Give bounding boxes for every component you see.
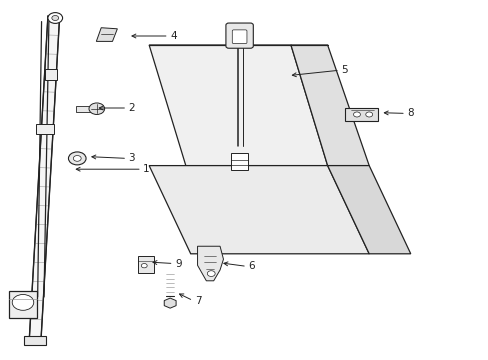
Text: 9: 9: [175, 258, 182, 269]
Circle shape: [141, 264, 147, 268]
Bar: [138, 256, 153, 273]
Text: 3: 3: [128, 153, 135, 163]
Text: 7: 7: [194, 296, 201, 306]
Polygon shape: [149, 166, 368, 254]
Circle shape: [68, 152, 86, 165]
Text: 1: 1: [143, 164, 150, 174]
Text: 5: 5: [341, 65, 347, 75]
Polygon shape: [327, 166, 410, 254]
Circle shape: [89, 103, 104, 114]
Polygon shape: [197, 246, 223, 281]
Bar: [230, 153, 248, 170]
Polygon shape: [96, 28, 117, 41]
FancyBboxPatch shape: [232, 30, 246, 44]
Bar: [344, 108, 377, 121]
Circle shape: [353, 112, 360, 117]
Text: 4: 4: [170, 31, 177, 41]
Circle shape: [48, 13, 62, 23]
Bar: [9, 291, 37, 318]
Circle shape: [365, 112, 372, 117]
Circle shape: [207, 271, 215, 276]
Text: 2: 2: [128, 103, 135, 113]
Circle shape: [12, 294, 34, 310]
Polygon shape: [164, 298, 176, 308]
Bar: [76, 106, 93, 112]
Polygon shape: [290, 45, 368, 166]
FancyBboxPatch shape: [225, 23, 253, 48]
Circle shape: [52, 15, 59, 21]
Bar: [36, 124, 54, 134]
Text: 8: 8: [407, 108, 413, 118]
Polygon shape: [149, 45, 327, 166]
Circle shape: [73, 156, 81, 161]
Bar: [24, 336, 46, 345]
Text: 6: 6: [248, 261, 255, 271]
Bar: [45, 69, 57, 80]
Polygon shape: [29, 16, 60, 339]
